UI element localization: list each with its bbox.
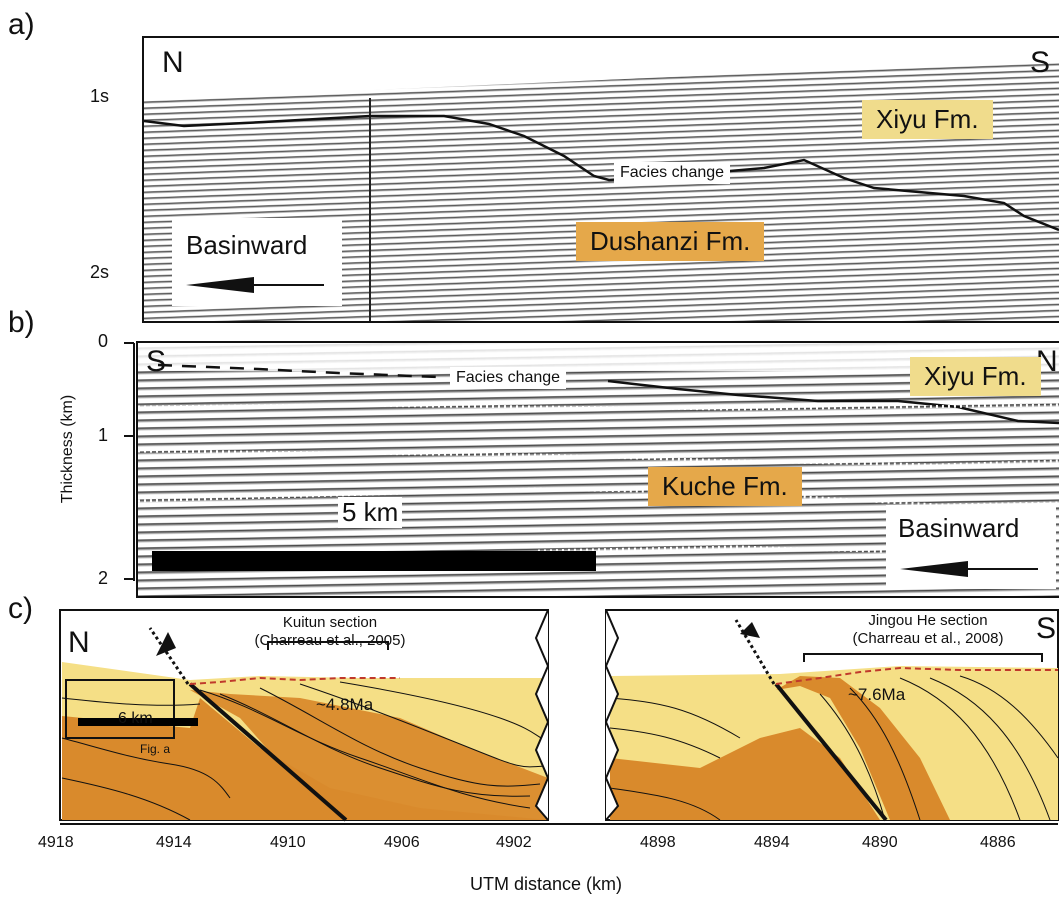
- basinward-box-b: Basinward: [886, 505, 1056, 589]
- basinward-label-a: Basinward: [186, 230, 308, 260]
- panel-a-tick-1s: 1s: [90, 86, 110, 106]
- panel-c-cross-section: [59, 609, 1059, 825]
- kuitun-reference: (Charreau et al., 2005): [254, 632, 406, 649]
- x-tick: 4918: [38, 834, 74, 851]
- panel-a-overlay: [144, 38, 1059, 321]
- panel-c-letter: c): [8, 592, 33, 625]
- panel-b-tick-1: 1: [98, 425, 109, 445]
- panel-b-tick-0: 0: [98, 331, 109, 351]
- jingou-section-label: Jingou He section (Charreau et al., 2008…: [818, 612, 1038, 648]
- basinward-box-a: Basinward: [172, 218, 342, 306]
- panel-a-tick-2s: 2s: [90, 262, 110, 282]
- panel-b-ylabel: Thickness (km): [59, 394, 76, 504]
- fault-left: [188, 682, 348, 822]
- panel-c-north: N: [68, 626, 90, 659]
- xiyu-formation-label-b: Xiyu Fm.: [910, 357, 1041, 396]
- jingou-bracket: [803, 653, 1043, 662]
- x-tick: 4906: [384, 834, 420, 851]
- x-tick: 4910: [270, 834, 306, 851]
- age-label-jingou: ~7.6Ma: [848, 685, 906, 704]
- thrust-arrow-right-icon: [740, 622, 760, 638]
- kuche-formation-label: Kuche Fm.: [648, 467, 802, 506]
- x-tick: 4894: [754, 834, 790, 851]
- facies-change-label-a: Facies change: [614, 162, 731, 184]
- panel-a-sky: [144, 38, 1059, 100]
- x-tick: 4890: [862, 834, 898, 851]
- facies-boundary-a: [144, 114, 1059, 232]
- scale-label-6km: 6 km: [118, 710, 153, 727]
- scale-bar-6km: [78, 718, 198, 726]
- basinward-arrow-a-icon: [186, 277, 324, 293]
- panel-a-letter: a): [8, 8, 35, 41]
- xiyu-formation-label-a: Xiyu Fm.: [862, 100, 993, 139]
- panel-a-north: N: [162, 46, 184, 79]
- dushanzi-formation-label: Dushanzi Fm.: [576, 222, 765, 261]
- panel-b-axis: [124, 342, 135, 581]
- thrust-arrow-left-icon: [156, 632, 176, 656]
- scale-label-5km: 5 km: [338, 497, 403, 528]
- x-tick: 4898: [640, 834, 676, 851]
- x-tick: 4902: [496, 834, 532, 851]
- dashed-horizon-b: [157, 363, 439, 379]
- fig-a-box: [65, 679, 175, 739]
- panel-b-seismic: S N Xiyu Fm. Kuche Fm. Facies change 5 k…: [136, 341, 1059, 598]
- fig-a-label: Fig. a: [140, 742, 171, 756]
- x-axis-label: UTM distance (km): [470, 874, 623, 894]
- jingou-reference: (Charreau et al., 2008): [852, 630, 1004, 647]
- kuitun-section-label: Kuitun section (Charreau et al., 2005): [220, 614, 440, 650]
- basinward-arrow-b-icon: [900, 561, 1038, 577]
- x-tick: 4886: [980, 834, 1016, 851]
- panel-b-overlay: [138, 343, 1059, 571]
- panel-a-south: S: [1030, 46, 1051, 79]
- scale-bar-5km: [152, 551, 596, 571]
- orange-unit-right: [610, 728, 880, 820]
- red-fault-marks-right: [775, 666, 1058, 685]
- jingou-title: Jingou He section: [868, 612, 988, 629]
- orange-unit-left: [62, 698, 548, 820]
- panel-b-north: N: [1036, 345, 1058, 378]
- red-fault-marks-left: [189, 676, 400, 685]
- kuitun-bracket: [267, 641, 389, 650]
- facies-boundary-b: [607, 379, 1059, 425]
- age-label-kuitun: ~4.8Ma: [316, 695, 374, 714]
- basinward-label-b: Basinward: [898, 513, 1020, 543]
- kuitun-title: Kuitun section: [282, 614, 378, 631]
- panel-b-letter: b): [8, 306, 35, 339]
- panel-c-south: S: [1036, 612, 1057, 645]
- fault-right: [774, 682, 888, 822]
- facies-change-label-b: Facies change: [450, 367, 567, 389]
- panel-b-south: S: [146, 345, 167, 378]
- x-tick: 4914: [156, 834, 192, 851]
- panel-a-seismic: N S Xiyu Fm. Dushanzi Fm. Facies change …: [142, 36, 1059, 323]
- panel-b-tick-2: 2: [98, 568, 109, 588]
